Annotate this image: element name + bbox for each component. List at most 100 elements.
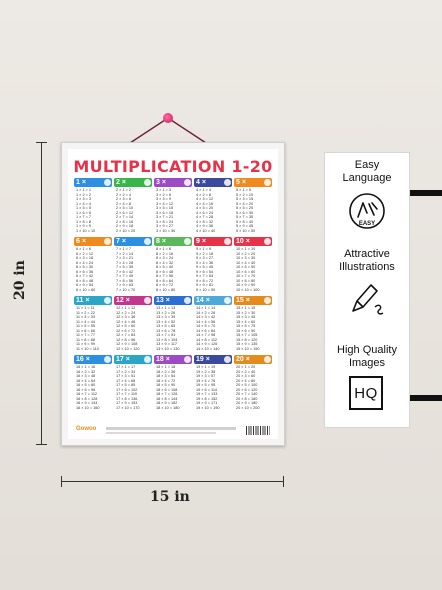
- table-row: 3 × 9 = 27: [156, 224, 174, 228]
- table-row: 3 × 1 = 3: [156, 188, 171, 192]
- character-icon: [224, 297, 231, 304]
- table-row: 7 × 3 = 21: [116, 256, 134, 260]
- table-row: 5 × 4 = 20: [236, 201, 254, 206]
- table-row: 16 × 2 = 32: [76, 369, 96, 374]
- pencil-icon: [352, 284, 384, 315]
- table-row: 16 × 3 = 48: [76, 374, 96, 378]
- character-icon: [144, 238, 151, 245]
- character-icon: [144, 297, 151, 304]
- table-label: 15 ×: [236, 297, 250, 304]
- table-row: 20 × 6 = 120: [236, 387, 258, 392]
- table-rows: 16 × 1 = 16 16 × 2 = 32 16 × 3 = 48 16 × 4 …: [74, 365, 112, 410]
- table-row: 17 × 8 = 136: [116, 396, 138, 401]
- table-label: 17 ×: [116, 356, 130, 363]
- table-block: 17 × 17 × 1 = 17 17 × 2 = 34 17 × 3 = 51 17 …: [114, 355, 152, 411]
- character-icon: [224, 238, 231, 245]
- table-row: 10 × 3 = 30: [236, 256, 256, 260]
- table-row: 11 × 2 = 22: [76, 310, 95, 315]
- table-row: 12 × 5 = 60: [116, 324, 136, 328]
- table-row: 13 × 7 = 91: [156, 333, 176, 337]
- table-row: 19 × 3 = 57: [196, 374, 216, 378]
- table-header: 8 ×: [154, 237, 192, 246]
- table-block: 16 × 16 × 1 = 16 16 × 2 = 32 16 × 3 = 48 16 …: [74, 355, 112, 411]
- brand-logo: Gowoo: [76, 426, 97, 432]
- character-icon: [144, 356, 151, 363]
- table-row: 8 × 9 = 72: [156, 283, 174, 287]
- table-row: 7 × 4 = 28: [116, 260, 134, 265]
- table-row: 13 × 2 = 26: [156, 310, 176, 315]
- table-row: 15 × 10 = 150: [236, 346, 260, 351]
- table-row: 14 × 8 = 112: [196, 337, 218, 342]
- table-row: 9 × 10 = 90: [196, 287, 216, 292]
- table-row: 17 × 4 = 68: [116, 378, 136, 383]
- table-row: 11 × 3 = 33: [76, 315, 95, 319]
- table-row: 10 × 7 = 70: [236, 274, 256, 278]
- table-row: 14 × 7 = 98: [196, 333, 216, 337]
- height-dimension-tick-bottom: [36, 444, 47, 445]
- table-block: 15 × 15 × 1 = 15 15 × 2 = 30 15 × 3 = 45 15 …: [234, 296, 272, 352]
- table-row: 10 × 6 = 60: [236, 269, 256, 274]
- table-row: 13 × 1 = 13: [156, 306, 176, 310]
- table-row: 2 × 3 = 6: [116, 197, 131, 201]
- table-row: 12 × 4 = 48: [116, 319, 136, 324]
- table-header: 20 ×: [234, 355, 272, 364]
- fine-print-line: [106, 432, 216, 434]
- table-rows: 14 × 1 = 14 14 × 2 = 28 14 × 3 = 42 14 × 4 …: [194, 306, 232, 351]
- character-icon: [264, 356, 271, 363]
- table-row: 20 × 10 = 200: [236, 405, 260, 410]
- table-row: 10 × 2 = 20: [236, 251, 256, 256]
- table-header: 19 ×: [194, 355, 232, 364]
- table-row: 17 × 3 = 51: [116, 374, 136, 378]
- table-row: 12 × 2 = 24: [116, 310, 136, 315]
- table-row: 1 × 5 = 5: [76, 206, 91, 210]
- table-row: 9 × 9 = 81: [196, 283, 214, 287]
- table-label: 19 ×: [196, 356, 210, 363]
- table-row: 13 × 5 = 65: [156, 324, 176, 328]
- table-row: 13 × 6 = 78: [156, 328, 176, 333]
- table-row: 6 × 3 = 18: [76, 256, 94, 260]
- table-row: 18 × 10 = 180: [156, 405, 180, 410]
- table-label: 1 ×: [76, 179, 86, 186]
- table-row: 18 × 6 = 108: [156, 387, 178, 392]
- table-row: 1 × 1 = 1: [76, 188, 91, 192]
- table-row: 19 × 6 = 114: [196, 387, 218, 392]
- table-row: 4 × 9 = 36: [196, 224, 214, 228]
- table-row: 4 × 2 = 8: [196, 192, 211, 197]
- table-row: 12 × 7 = 84: [116, 333, 136, 337]
- easy-icon-text: EASY: [359, 221, 375, 227]
- table-block: 18 × 18 × 1 = 18 18 × 2 = 36 18 × 3 = 54 18 …: [154, 355, 192, 411]
- barcode: [246, 426, 270, 435]
- table-row: 4 × 5 = 20: [196, 206, 214, 210]
- table-row: 10 × 4 = 40: [236, 260, 256, 265]
- table-rows: 15 × 1 = 15 15 × 2 = 30 15 × 3 = 45 15 × 4 …: [234, 306, 272, 351]
- table-row: 5 × 3 = 15: [236, 197, 254, 201]
- table-block: 13 × 13 × 1 = 13 13 × 2 = 26 13 × 3 = 39 13 …: [154, 296, 192, 352]
- table-row: 19 × 2 = 38: [196, 369, 216, 374]
- table-label: 4 ×: [196, 179, 206, 186]
- table-row: 17 × 9 = 153: [116, 401, 138, 405]
- table-row: 12 × 1 = 12: [116, 306, 136, 310]
- table-row: 16 × 4 = 64: [76, 378, 96, 383]
- table-rows: 11 × 1 = 11 11 × 2 = 22 11 × 3 = 33 11 × 4 …: [74, 306, 112, 351]
- table-row: 6 × 6 = 36: [76, 269, 94, 274]
- character-icon: [104, 356, 111, 363]
- table-row: 11 × 9 = 99: [76, 342, 95, 346]
- table-row: 1 × 7 = 7: [76, 215, 91, 219]
- table-row: 20 × 1 = 20: [236, 365, 256, 369]
- table-row: 12 × 8 = 96: [116, 337, 136, 342]
- table-row: 17 × 2 = 34: [116, 369, 136, 374]
- table-row: 7 × 1 = 7: [116, 247, 131, 251]
- table-row: 12 × 9 = 108: [116, 342, 138, 346]
- table-row: 16 × 6 = 96: [76, 387, 96, 392]
- table-row: 20 × 2 = 40: [236, 369, 256, 374]
- table-block: 14 × 14 × 1 = 14 14 × 2 = 28 14 × 3 = 42 14 …: [194, 296, 232, 352]
- character-icon: [264, 238, 271, 245]
- table-block: 11 × 11 × 1 = 11 11 × 2 = 22 11 × 3 = 33 11 …: [74, 296, 112, 352]
